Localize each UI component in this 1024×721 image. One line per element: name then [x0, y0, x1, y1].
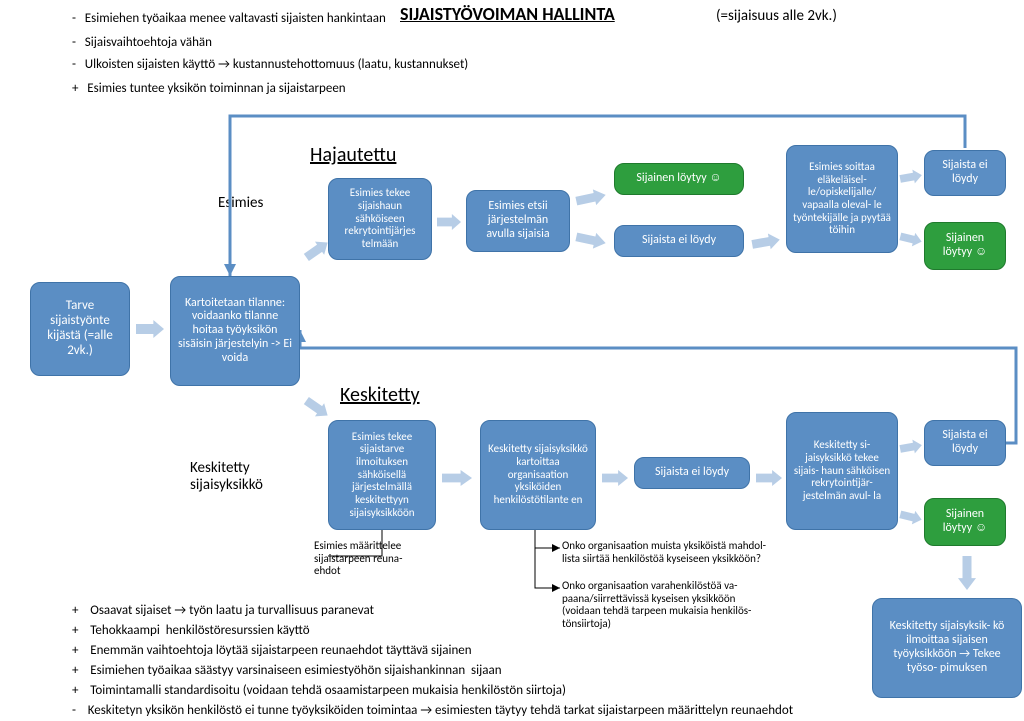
thick-arrow — [958, 556, 976, 590]
thick-arrow — [442, 470, 472, 486]
thick-arrow — [756, 470, 782, 486]
thick-arrow — [136, 320, 164, 338]
footer-line: + Toimintamalli standardisoitu (voidaan … — [72, 684, 566, 699]
diagram-stage: SIJAISTYÖVOIMAN HALLINTA (=sijaisuus all… — [0, 0, 1024, 721]
flow-node-hNot: Sijaista ei löydy — [614, 225, 744, 257]
flow-node-start: Tarve sijaistyönte kijästä (=alle 2vk.) — [30, 282, 130, 376]
flow-node-k2: Keskitetty sijaisyksikkö kartoittaa orga… — [480, 420, 596, 530]
note-text: Esimies määrittelee sijaistarpeen reuna-… — [314, 540, 402, 578]
flow-node-kEnd: Keskitetty sijaisyksik- kö ilmoittaa sij… — [872, 598, 1022, 698]
footer-line: + Esimiehen työaikaa säästyy varsinaisee… — [72, 664, 502, 679]
flow-node-kOutNot: Sijaista ei löydy — [924, 420, 1006, 466]
footer-line: + Osaavat sijaiset → työn laatu ja turva… — [72, 604, 374, 619]
footer-line: + Enemmän vaihtoehtoja löytää sijaistarp… — [72, 644, 472, 659]
flow-node-h1: Esimies tekee sijaishaun sähköiseen rekr… — [328, 178, 432, 260]
footer-line: - Keskitetyn yksikön henkilöstö ei tunne… — [72, 704, 793, 719]
flow-node-h3: Esimies soittaa eläkeläisel- le/opiskeli… — [786, 145, 898, 253]
footer-line: + Tehokkaampi henkilöstöresurssien käytt… — [72, 624, 310, 639]
flow-node-h2: Esimies etsii järjestelmän avulla sijais… — [466, 190, 570, 252]
flow-node-k3: Keskitetty si- jaisyksikkö tekee sijais-… — [786, 412, 898, 530]
flow-node-tilanne: Kartoitetaan tilanne: voidaanko tilanne … — [170, 276, 300, 386]
flow-node-kMid: Sijaista ei löydy — [634, 457, 750, 489]
note-text: Onko organisaation varahenkilöstöä va- p… — [562, 580, 751, 631]
flow-node-hOutNot: Sijaista ei löydy — [924, 150, 1006, 196]
flow-node-hOutYes: Sijainen löytyy ☺ — [924, 222, 1006, 270]
flow-node-k1: Esimies tekee sijaistarve ilmoituksen sä… — [328, 420, 436, 530]
thick-arrow — [437, 214, 461, 230]
flow-node-kOutYes: Sijainen löytyy ☺ — [924, 498, 1006, 546]
flow-node-hFound: Sijainen löytyy ☺ — [614, 163, 744, 195]
thick-arrow — [602, 470, 628, 486]
note-text: Onko organisaation muista yksiköistä mah… — [562, 540, 766, 565]
